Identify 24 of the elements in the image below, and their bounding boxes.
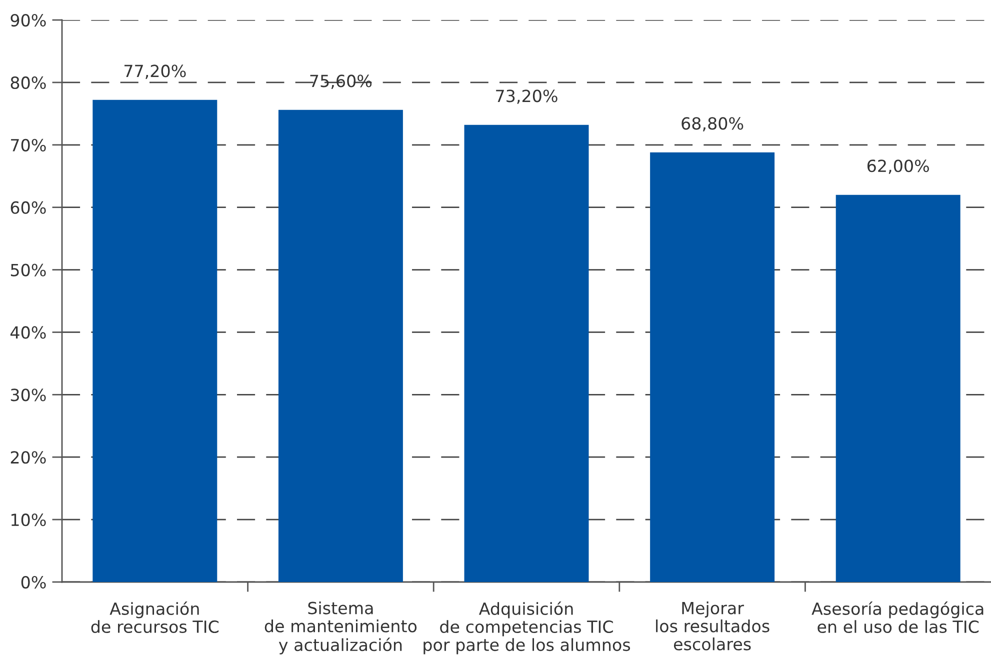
bar [650, 152, 775, 582]
x-tick-label: Asesoría pedagógica en el uso de las TIC [812, 601, 984, 634]
y-tick-label: 40% [10, 326, 46, 339]
data-label: 73,20% [496, 90, 558, 104]
data-label: 62,00% [867, 160, 929, 174]
data-label: 77,20% [124, 64, 186, 79]
bar [278, 110, 403, 582]
x-tick-label: Mejorar los resultados escolares [656, 601, 770, 650]
y-tick-label: 20% [10, 451, 46, 464]
y-tick-label: 90% [10, 14, 46, 27]
bar [836, 194, 960, 582]
x-tick-label: Adquisición de competencias TIC por parte de los alumnos [424, 601, 630, 654]
x-tick-label: Asignación de recursos TIC [91, 601, 219, 634]
y-tick-label: 70% [11, 138, 46, 152]
bar [464, 124, 589, 582]
y-tick-label: 10% [12, 514, 46, 526]
x-tick-label: Sistema de mantenimiento y actualización [264, 601, 417, 654]
y-tick-label: 80% [10, 76, 46, 90]
y-tick-label: 0% [21, 576, 46, 589]
y-tick-label: 30% [10, 388, 46, 402]
y-tick-label: 60% [10, 201, 46, 214]
bar [92, 100, 218, 582]
y-tick-label: 50% [10, 264, 46, 276]
data-label: 68,80% [682, 117, 744, 132]
